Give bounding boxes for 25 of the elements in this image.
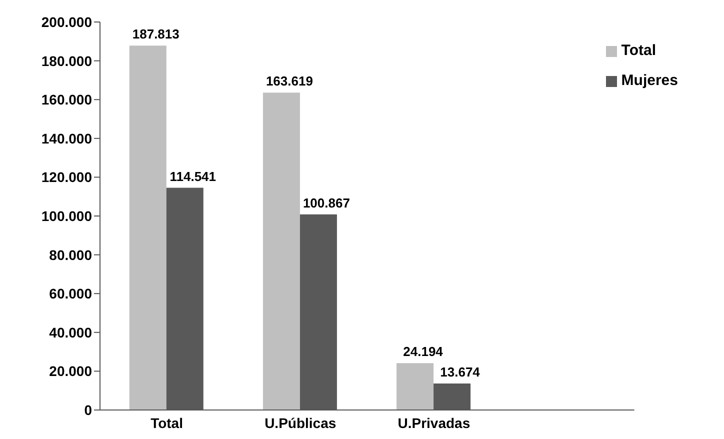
y-tick-label: 160.000 [41,92,92,108]
bar [262,92,300,410]
bar [396,363,434,410]
legend-label: Mujeres [621,72,678,89]
data-label: 100.867 [302,195,350,210]
bar [129,46,166,410]
legend-label: Total [621,42,656,59]
data-label: 163.619 [266,74,313,89]
x-tick-label: U.Públicas [264,414,336,431]
data-label: 13.674 [440,364,481,380]
y-tick-label: 60.000 [49,286,92,302]
y-tick-label: 40.000 [49,324,92,340]
y-tick-label: 140.000 [41,130,92,146]
x-tick-label: U.Privadas [398,414,470,431]
data-label: 187.813 [132,26,180,42]
x-tick-label: Total [150,414,183,431]
y-tick-label: 120.000 [41,169,92,186]
y-tick-label: 200.000 [41,14,92,30]
data-label: 24.194 [403,344,444,360]
y-tick-label: 100.000 [41,208,92,224]
y-tick-label: 20.000 [49,363,92,380]
y-tick-label: 0 [84,402,92,418]
y-tick-label: 180.000 [41,52,92,69]
y-tick-label: 80.000 [49,246,92,263]
data-label: 114.541 [170,168,216,184]
